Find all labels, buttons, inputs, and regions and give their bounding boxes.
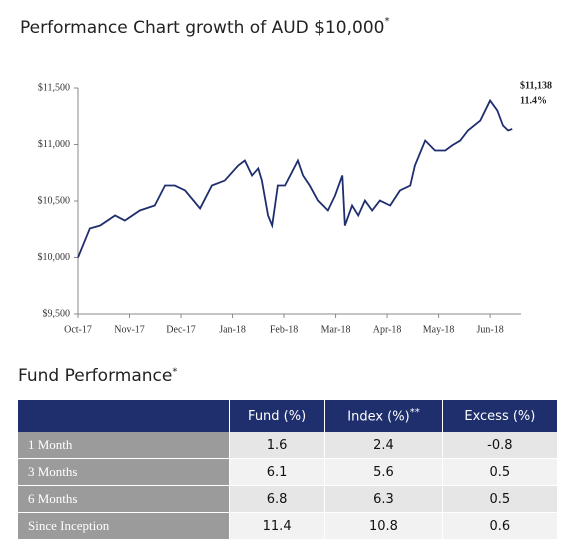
annotation: 11.4% [520,95,547,106]
table-cell: 5.6 [324,458,443,486]
y-tick-label: $11,000 [38,139,70,150]
x-tick-label: Apr-18 [373,324,402,335]
table-cell: 10.8 [324,512,443,540]
title-note: * [172,366,178,378]
header-cell: Fund (%) [229,400,326,432]
performance-table: Fund (%) Index (%)** Excess (%) 1 Month 1… [18,400,559,540]
table-cell: -0.8 [442,432,559,459]
x-tick-label: Feb-18 [270,324,298,335]
x-tick-label: May-18 [423,324,455,335]
table-cell: 2.4 [324,432,443,459]
header-note: ** [409,407,420,419]
y-tick-label: $11,500 [38,82,70,93]
table-cell: 1.6 [229,432,326,459]
table-cell: 0.5 [442,485,559,513]
chart: Performance Chart growth of AUD $10,000*… [20,16,552,335]
chart-title: Performance Chart growth of AUD $10,000* [20,16,389,38]
title-note: * [384,16,389,27]
x-tick-label: Oct-17 [64,324,92,335]
row-label: 3 Months [18,458,230,486]
row-label: 1 Month [18,432,230,459]
table-title-text: Fund Performance [18,366,173,386]
y-tick-label: $9,500 [43,308,71,319]
series-line [77,98,513,258]
header-row: Fund (%) Index (%)** Excess (%) [18,400,559,432]
table-body: 1 Month 1.6 2.4 -0.8 3 Months 6.1 5.6 0.5 6 Mont… [18,432,559,540]
x-tick-label: Nov-17 [114,324,145,335]
table-cell: 0.5 [442,458,559,486]
header-cell [18,400,230,432]
x-tick-label: Jun-18 [476,324,503,335]
header-cell: Index (%)** [324,400,443,432]
x-tick-label: Dec-17 [166,324,195,335]
x-tick-label: Mar-18 [321,324,351,335]
table-cell: 6.1 [229,458,326,486]
table-title: Fund Performance* [18,366,177,386]
table-row: 6 Months 6.8 6.3 0.5 [18,485,559,513]
y-tick-label: $10,500 [38,195,71,206]
row-label: 6 Months [18,485,230,513]
annotation: $11,138 [520,80,552,91]
row-label: Since Inception [18,512,230,540]
y-tick-label: $10,000 [38,252,71,263]
table-row: 3 Months 6.1 5.6 0.5 [18,458,559,486]
table-row: Since Inception 11.4 10.8 0.6 [18,512,559,540]
header-text: Index (%) [347,409,410,425]
x-tick-label: Jan-18 [219,324,246,335]
table-cell: 11.4 [229,512,326,540]
table-cell: 6.8 [229,485,326,513]
table-cell: 0.6 [442,512,559,540]
table-row: 1 Month 1.6 2.4 -0.8 [18,432,559,459]
header-cell: Excess (%) [442,400,559,432]
title-text: Performance Chart growth of AUD $10,000 [20,18,384,38]
table-cell: 6.3 [324,485,443,513]
